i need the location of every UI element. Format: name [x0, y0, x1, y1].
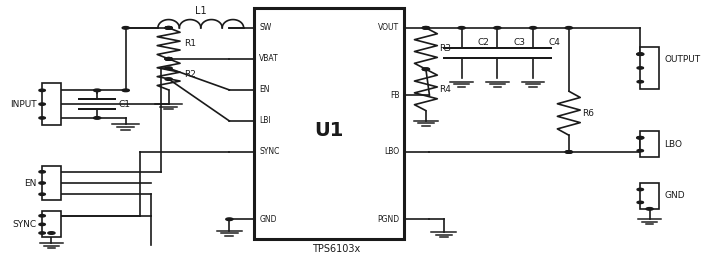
- Circle shape: [422, 68, 430, 70]
- Circle shape: [637, 136, 644, 139]
- Text: R4: R4: [439, 86, 450, 94]
- Circle shape: [39, 103, 45, 105]
- Circle shape: [494, 27, 501, 29]
- Text: TPS6103x: TPS6103x: [312, 244, 361, 254]
- Circle shape: [165, 57, 173, 60]
- Text: R1: R1: [184, 39, 196, 48]
- Circle shape: [39, 232, 45, 234]
- Text: LBI: LBI: [259, 116, 271, 125]
- Text: LBO: LBO: [664, 140, 682, 149]
- Circle shape: [422, 27, 430, 29]
- Text: LBO: LBO: [384, 147, 400, 157]
- Text: SYNC: SYNC: [259, 147, 280, 157]
- Circle shape: [39, 117, 45, 119]
- Text: EN: EN: [259, 86, 270, 94]
- Circle shape: [94, 89, 101, 92]
- Text: SW: SW: [259, 23, 271, 32]
- Circle shape: [165, 57, 173, 60]
- Circle shape: [637, 150, 644, 152]
- Bar: [640, 47, 659, 89]
- Circle shape: [422, 27, 430, 29]
- Circle shape: [165, 57, 173, 60]
- Text: INPUT: INPUT: [10, 100, 37, 109]
- Circle shape: [165, 27, 173, 29]
- Text: C3: C3: [513, 38, 525, 47]
- Text: R2: R2: [184, 70, 196, 79]
- Circle shape: [458, 27, 465, 29]
- Circle shape: [39, 214, 45, 217]
- Circle shape: [122, 89, 130, 92]
- Circle shape: [637, 67, 644, 69]
- Text: U1: U1: [315, 120, 344, 140]
- Circle shape: [165, 67, 173, 69]
- Text: R3: R3: [439, 44, 451, 53]
- Text: PGND: PGND: [377, 215, 400, 224]
- Bar: [640, 131, 659, 157]
- Text: OUTPUT: OUTPUT: [664, 55, 701, 64]
- Circle shape: [565, 27, 572, 29]
- Bar: [42, 83, 61, 125]
- Circle shape: [39, 182, 45, 184]
- Circle shape: [165, 27, 173, 29]
- Circle shape: [39, 193, 45, 195]
- Circle shape: [226, 218, 233, 220]
- Circle shape: [565, 151, 572, 153]
- Text: VBAT: VBAT: [259, 54, 279, 63]
- Circle shape: [48, 232, 55, 234]
- Circle shape: [39, 171, 45, 173]
- Circle shape: [39, 89, 45, 92]
- Circle shape: [637, 136, 644, 139]
- Circle shape: [637, 53, 644, 55]
- Text: FB: FB: [390, 90, 400, 100]
- Circle shape: [646, 207, 653, 210]
- Circle shape: [422, 68, 430, 70]
- Text: C4: C4: [548, 38, 561, 47]
- Text: C1: C1: [119, 100, 130, 109]
- Circle shape: [530, 27, 537, 29]
- Circle shape: [39, 223, 45, 226]
- Text: L1: L1: [195, 6, 207, 16]
- Bar: [640, 183, 659, 209]
- Circle shape: [122, 27, 130, 29]
- Circle shape: [165, 78, 173, 80]
- Text: GND: GND: [259, 215, 277, 224]
- Circle shape: [637, 53, 644, 55]
- Text: EN: EN: [24, 179, 37, 187]
- Circle shape: [565, 151, 572, 153]
- Circle shape: [165, 27, 173, 29]
- Text: VOUT: VOUT: [378, 23, 400, 32]
- Circle shape: [94, 117, 101, 119]
- Text: SYNC: SYNC: [12, 220, 37, 229]
- Circle shape: [637, 81, 644, 83]
- Circle shape: [165, 57, 173, 60]
- Circle shape: [637, 201, 644, 204]
- Bar: [42, 211, 61, 237]
- Text: GND: GND: [664, 191, 685, 200]
- Text: R6: R6: [581, 109, 594, 118]
- Circle shape: [637, 188, 644, 191]
- Bar: [254, 9, 405, 239]
- Text: C2: C2: [478, 38, 489, 47]
- Bar: [42, 166, 61, 200]
